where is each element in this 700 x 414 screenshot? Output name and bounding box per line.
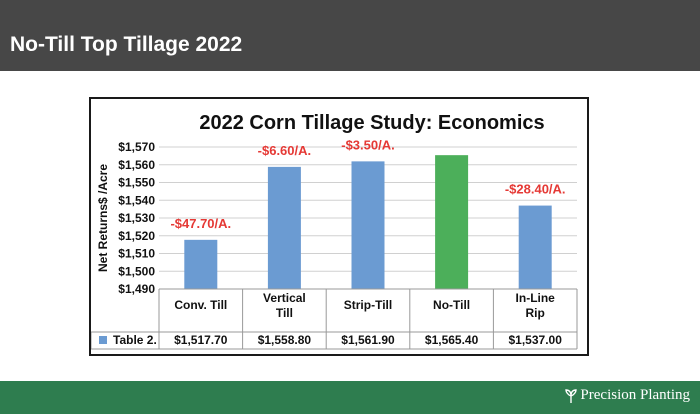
bar bbox=[267, 166, 301, 289]
bar bbox=[518, 205, 552, 289]
difference-label: -$47.70/A. bbox=[170, 216, 231, 231]
y-tick-label: $1,520 bbox=[118, 229, 155, 243]
difference-label: -$3.50/A. bbox=[341, 137, 394, 152]
legend-key bbox=[99, 336, 107, 344]
chart-title: 2022 Corn Tillage Study: Economics bbox=[199, 112, 544, 134]
bar bbox=[184, 239, 218, 289]
y-tick-label: $1,550 bbox=[118, 176, 155, 190]
difference-label: -$28.40/A. bbox=[505, 182, 566, 197]
chart-frame: 2022 Corn Tillage Study: Economics Net Re… bbox=[89, 97, 589, 356]
y-axis-label: Net Returns$ /Acre bbox=[96, 164, 110, 272]
y-tick-label: $1,570 bbox=[118, 140, 155, 154]
x-tick-label: In-Line bbox=[516, 291, 556, 305]
brand-name: Precision Planting bbox=[580, 387, 690, 403]
x-tick-label: Conv. Till bbox=[174, 298, 227, 312]
footer-bar: Precision Planting bbox=[0, 381, 700, 414]
brand-logo: Precision Planting bbox=[565, 387, 690, 404]
x-tick-label: Vertical bbox=[263, 291, 306, 305]
header-bar: No-Till Top Tillage 2022 bbox=[0, 0, 700, 71]
table-value: $1,537.00 bbox=[509, 333, 563, 347]
table-value: $1,558.80 bbox=[258, 333, 312, 347]
x-tick-label: No-Till bbox=[433, 298, 470, 312]
page-title: No-Till Top Tillage 2022 bbox=[10, 33, 243, 56]
y-tick-label: $1,540 bbox=[118, 193, 155, 207]
difference-label: -$6.60/A. bbox=[258, 143, 311, 158]
table-value: $1,517.70 bbox=[174, 333, 228, 347]
bar-chart: 2022 Corn Tillage Study: Economics Net Re… bbox=[91, 112, 578, 350]
x-tick-label: Strip-Till bbox=[344, 298, 392, 312]
x-tick-label: Rip bbox=[526, 306, 545, 320]
table-value: $1,565.40 bbox=[425, 333, 479, 347]
bar bbox=[435, 155, 469, 289]
legend-label: Table 2. bbox=[113, 333, 157, 347]
y-tick-label: $1,490 bbox=[118, 282, 155, 296]
y-tick-label: $1,500 bbox=[118, 264, 155, 278]
y-tick-label: $1,560 bbox=[118, 158, 155, 172]
x-tick-label: Till bbox=[276, 306, 293, 320]
bar bbox=[351, 161, 385, 289]
table-value: $1,561.90 bbox=[341, 333, 395, 347]
sprout-logo-icon bbox=[565, 388, 578, 403]
y-tick-label: $1,510 bbox=[118, 247, 155, 261]
y-tick-label: $1,530 bbox=[118, 211, 155, 225]
